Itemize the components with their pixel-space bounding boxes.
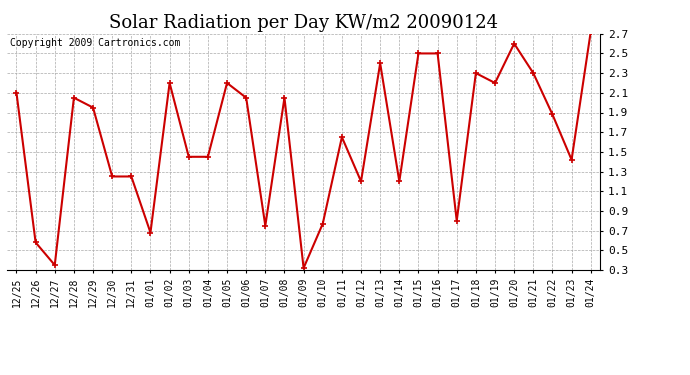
Text: Copyright 2009 Cartronics.com: Copyright 2009 Cartronics.com bbox=[10, 39, 180, 48]
Title: Solar Radiation per Day KW/m2 20090124: Solar Radiation per Day KW/m2 20090124 bbox=[109, 14, 498, 32]
